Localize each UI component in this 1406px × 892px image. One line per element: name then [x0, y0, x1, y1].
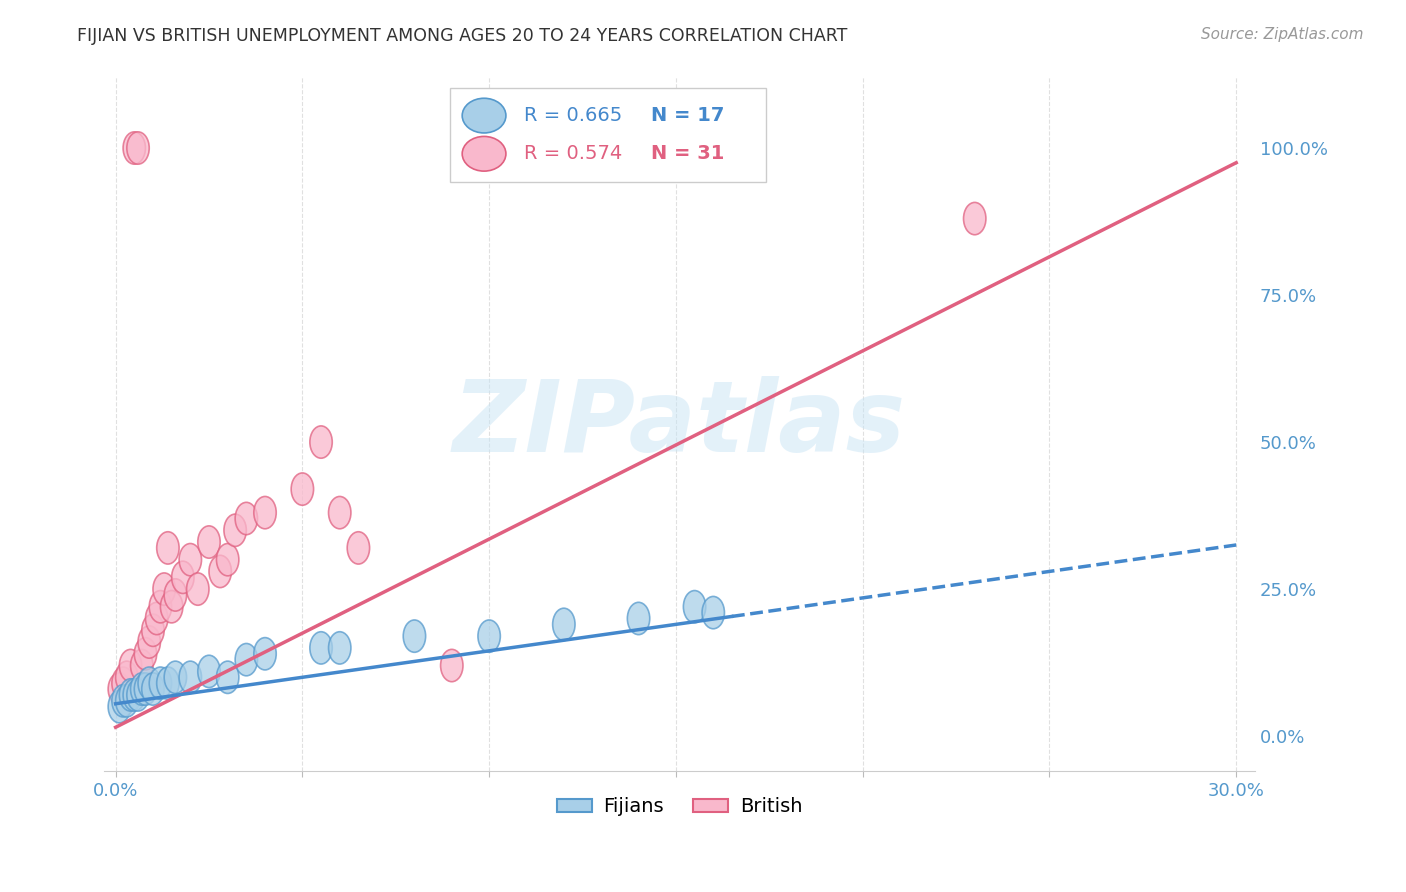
- Ellipse shape: [112, 685, 135, 717]
- FancyBboxPatch shape: [450, 87, 766, 182]
- Ellipse shape: [120, 679, 142, 711]
- Ellipse shape: [108, 690, 131, 723]
- Ellipse shape: [309, 425, 332, 458]
- Text: ZIPatlas: ZIPatlas: [453, 376, 907, 473]
- Legend: Fijians, British: Fijians, British: [550, 789, 810, 824]
- Ellipse shape: [153, 573, 176, 606]
- Ellipse shape: [478, 620, 501, 652]
- Ellipse shape: [235, 643, 257, 676]
- Ellipse shape: [160, 591, 183, 623]
- Ellipse shape: [187, 573, 209, 606]
- Ellipse shape: [149, 667, 172, 699]
- Ellipse shape: [217, 543, 239, 576]
- Ellipse shape: [291, 473, 314, 505]
- Ellipse shape: [115, 685, 138, 717]
- Ellipse shape: [627, 602, 650, 634]
- Ellipse shape: [127, 132, 149, 164]
- Ellipse shape: [142, 673, 165, 706]
- Ellipse shape: [198, 526, 221, 558]
- Ellipse shape: [112, 667, 135, 699]
- Ellipse shape: [440, 649, 463, 681]
- Ellipse shape: [149, 591, 172, 623]
- Ellipse shape: [702, 132, 724, 164]
- Ellipse shape: [115, 661, 138, 693]
- Ellipse shape: [404, 620, 426, 652]
- Ellipse shape: [217, 661, 239, 693]
- Ellipse shape: [145, 602, 167, 634]
- Ellipse shape: [135, 673, 156, 706]
- Ellipse shape: [683, 591, 706, 623]
- Ellipse shape: [235, 502, 257, 534]
- Ellipse shape: [156, 532, 179, 564]
- Ellipse shape: [124, 679, 145, 711]
- Ellipse shape: [963, 202, 986, 235]
- Ellipse shape: [179, 543, 201, 576]
- Ellipse shape: [138, 626, 160, 658]
- Ellipse shape: [463, 136, 506, 171]
- Ellipse shape: [127, 679, 149, 711]
- Ellipse shape: [131, 673, 153, 706]
- Ellipse shape: [329, 497, 352, 529]
- Ellipse shape: [309, 632, 332, 664]
- Text: R = 0.574: R = 0.574: [524, 145, 623, 163]
- Ellipse shape: [156, 667, 179, 699]
- Ellipse shape: [172, 561, 194, 593]
- Text: Source: ZipAtlas.com: Source: ZipAtlas.com: [1201, 27, 1364, 42]
- Ellipse shape: [124, 132, 145, 164]
- Text: N = 31: N = 31: [651, 145, 724, 163]
- Ellipse shape: [347, 532, 370, 564]
- Ellipse shape: [135, 638, 156, 670]
- Ellipse shape: [209, 555, 232, 588]
- Ellipse shape: [165, 579, 187, 611]
- Ellipse shape: [108, 673, 131, 706]
- Ellipse shape: [463, 98, 506, 133]
- Text: R = 0.665: R = 0.665: [524, 106, 623, 125]
- Ellipse shape: [142, 614, 165, 647]
- Ellipse shape: [254, 497, 276, 529]
- Ellipse shape: [198, 656, 221, 688]
- Text: N = 17: N = 17: [651, 106, 724, 125]
- Ellipse shape: [329, 632, 352, 664]
- Ellipse shape: [553, 608, 575, 640]
- Ellipse shape: [224, 514, 246, 547]
- Ellipse shape: [138, 667, 160, 699]
- Ellipse shape: [179, 661, 201, 693]
- Text: FIJIAN VS BRITISH UNEMPLOYMENT AMONG AGES 20 TO 24 YEARS CORRELATION CHART: FIJIAN VS BRITISH UNEMPLOYMENT AMONG AGE…: [77, 27, 848, 45]
- Ellipse shape: [131, 649, 153, 681]
- Ellipse shape: [165, 661, 187, 693]
- Ellipse shape: [254, 638, 276, 670]
- Ellipse shape: [120, 649, 142, 681]
- Ellipse shape: [702, 597, 724, 629]
